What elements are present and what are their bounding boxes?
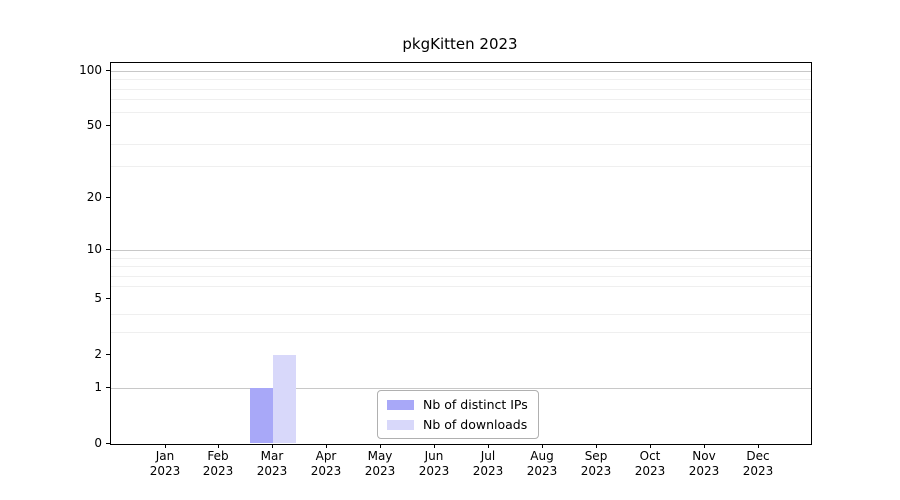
bar-downloads (273, 355, 296, 443)
x-axis-tick-label: Mar 2023 (242, 449, 302, 479)
x-tick-year: 2023 (526, 464, 558, 478)
x-axis-tick-label: Dec 2023 (728, 449, 788, 479)
x-tick-year: 2023 (634, 464, 666, 478)
x-axis-tick (218, 444, 219, 448)
minor-gridline (111, 99, 811, 100)
x-axis-tick (380, 444, 381, 448)
x-axis-tick (488, 444, 489, 448)
x-tick-year: 2023 (256, 464, 288, 478)
bar-distinct-ips (250, 388, 273, 443)
y-axis-tick (106, 354, 110, 355)
x-tick-month: Feb (207, 449, 229, 463)
x-tick-year: 2023 (742, 464, 774, 478)
x-tick-year: 2023 (688, 464, 720, 478)
x-tick-year: 2023 (364, 464, 396, 478)
x-axis-tick-label: Jun 2023 (404, 449, 464, 479)
x-axis-tick-label: Aug 2023 (512, 449, 572, 479)
y-axis-tick-label: 5 (94, 291, 102, 305)
x-tick-month: Aug (530, 449, 554, 463)
minor-gridline (111, 266, 811, 267)
minor-gridline (111, 166, 811, 167)
legend: Nb of distinct IPs Nb of downloads (377, 390, 539, 439)
y-axis-tick (106, 70, 110, 71)
major-gridline (111, 71, 811, 72)
x-axis-tick-label: Nov 2023 (674, 449, 734, 479)
x-axis-tick-label: Jul 2023 (458, 449, 518, 479)
legend-swatch (387, 399, 414, 410)
x-tick-month: Dec (746, 449, 770, 463)
minor-gridline (111, 89, 811, 90)
x-axis-tick (165, 444, 166, 448)
legend-label: Nb of distinct IPs (423, 397, 528, 412)
chart-title: pkgKitten 2023 (402, 35, 518, 53)
y-axis-tick-label: 2 (94, 347, 102, 361)
y-axis-tick-label: 20 (86, 190, 102, 204)
y-axis-tick-label: 0 (94, 436, 102, 450)
x-axis-tick (272, 444, 273, 448)
x-axis-tick (434, 444, 435, 448)
x-tick-month: Jul (480, 449, 496, 463)
x-tick-month: Jun (424, 449, 444, 463)
minor-gridline (111, 286, 811, 287)
x-tick-year: 2023 (580, 464, 612, 478)
x-tick-year: 2023 (472, 464, 504, 478)
x-axis-tick-label: Apr 2023 (296, 449, 356, 479)
x-tick-year: 2023 (202, 464, 234, 478)
x-tick-month: Sep (584, 449, 608, 463)
y-axis-tick (106, 387, 110, 388)
minor-gridline (111, 332, 811, 333)
y-axis-tick (106, 298, 110, 299)
y-axis-tick-label: 100 (79, 63, 102, 77)
x-tick-month: Nov (692, 449, 716, 463)
y-axis-tick-label: 10 (86, 242, 102, 256)
minor-gridline (111, 144, 811, 145)
x-axis-tick-label: Feb 2023 (188, 449, 248, 479)
y-axis-tick (106, 249, 110, 250)
x-axis-tick-label: May 2023 (350, 449, 410, 479)
x-axis-tick (704, 444, 705, 448)
x-axis-tick-label: Jan 2023 (135, 449, 195, 479)
y-axis-tick (106, 125, 110, 126)
minor-gridline (111, 258, 811, 259)
major-gridline (111, 250, 811, 251)
legend-item: Nb of downloads (387, 417, 528, 432)
legend-label: Nb of downloads (423, 417, 528, 432)
legend-swatch (387, 419, 414, 430)
plot-area: Nb of distinct IPs Nb of downloads (110, 62, 812, 445)
x-axis-tick (326, 444, 327, 448)
minor-gridline (111, 112, 811, 113)
x-axis-tick (596, 444, 597, 448)
x-tick-month: May (367, 449, 393, 463)
x-axis-tick-label: Oct 2023 (620, 449, 680, 479)
minor-gridline (111, 314, 811, 315)
x-axis-tick (542, 444, 543, 448)
x-axis-tick (650, 444, 651, 448)
minor-gridline (111, 276, 811, 277)
y-axis-tick-label: 1 (94, 380, 102, 394)
x-tick-year: 2023 (418, 464, 450, 478)
x-axis-tick (758, 444, 759, 448)
x-tick-month: Oct (639, 449, 661, 463)
minor-gridline (111, 79, 811, 80)
x-tick-month: Jan (155, 449, 175, 463)
legend-item: Nb of distinct IPs (387, 397, 528, 412)
x-tick-year: 2023 (149, 464, 181, 478)
x-axis-tick-label: Sep 2023 (566, 449, 626, 479)
y-axis-tick (106, 443, 110, 444)
x-tick-month: Mar (260, 449, 284, 463)
x-tick-month: Apr (315, 449, 337, 463)
y-axis-tick (106, 197, 110, 198)
y-axis-tick-label: 50 (86, 118, 102, 132)
major-gridline (111, 388, 811, 389)
x-tick-year: 2023 (310, 464, 342, 478)
